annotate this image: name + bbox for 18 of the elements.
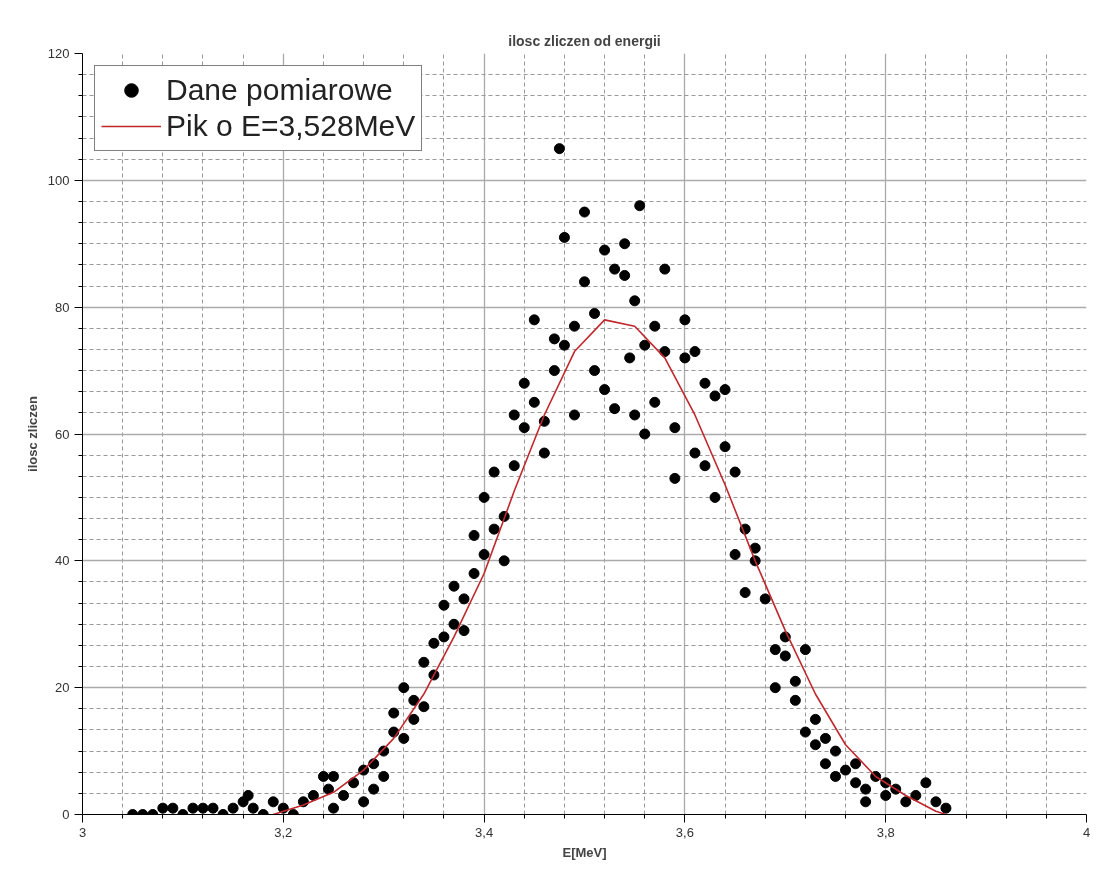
y-tick-label: 120 [47,46,70,61]
x-tick-label: 3,4 [475,824,494,840]
x-axis-title: E[MeV] [562,844,607,860]
x-tick-label: 3,2 [274,824,293,840]
y-tick-label: 80 [55,299,70,315]
y-tick-label: 20 [55,680,70,696]
y-tick-label: 100 [47,172,70,188]
y-tick-label: 40 [55,553,70,569]
chart-title: ilosc zliczen od energii [508,32,661,49]
y-tick-label: 60 [55,426,70,442]
x-tick-label: 4 [1082,824,1091,840]
x-tick-label: 3 [78,824,87,840]
y-tick-label: 0 [62,807,70,822]
legend-label: Pik o E=3,528MeV [166,108,416,144]
x-tick-label: 3,6 [675,824,694,840]
x-tick-label: 3,8 [876,824,895,840]
y-axis-title: ilosc zliczen [24,396,40,472]
legend-label: Dane pomiarowe [166,72,393,108]
